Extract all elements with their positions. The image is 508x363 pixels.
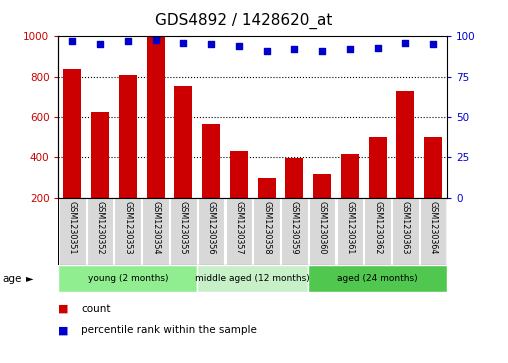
Text: young (2 months): young (2 months): [87, 274, 168, 283]
Bar: [313, 174, 331, 198]
Text: percentile rank within the sample: percentile rank within the sample: [81, 325, 257, 335]
Bar: [226, 198, 252, 265]
Bar: [197, 265, 308, 292]
Bar: [198, 198, 225, 265]
Text: GSM1230364: GSM1230364: [429, 200, 438, 254]
Text: GSM1230361: GSM1230361: [345, 200, 355, 254]
Bar: [309, 198, 335, 265]
Point: [346, 46, 354, 52]
Point: [429, 41, 437, 47]
Bar: [420, 198, 447, 265]
Point: [290, 46, 298, 52]
Point: [151, 37, 160, 42]
Text: aged (24 months): aged (24 months): [337, 274, 418, 283]
Text: middle aged (12 months): middle aged (12 months): [196, 274, 310, 283]
Point: [207, 41, 215, 47]
Bar: [258, 178, 276, 198]
Text: GSM1230356: GSM1230356: [207, 200, 215, 254]
Point: [124, 38, 132, 44]
Text: ■: ■: [58, 303, 69, 314]
Bar: [281, 198, 308, 265]
Point: [263, 48, 271, 54]
Bar: [230, 151, 248, 198]
Text: GSM1230363: GSM1230363: [401, 200, 410, 254]
Text: GSM1230362: GSM1230362: [373, 200, 382, 254]
Text: GSM1230355: GSM1230355: [179, 200, 188, 254]
Text: GDS4892 / 1428620_at: GDS4892 / 1428620_at: [155, 13, 333, 29]
Bar: [285, 159, 303, 198]
Point: [179, 40, 187, 46]
Text: GSM1230357: GSM1230357: [234, 200, 243, 254]
Text: GSM1230353: GSM1230353: [123, 200, 132, 254]
Bar: [146, 36, 165, 198]
Point: [96, 41, 104, 47]
Bar: [170, 198, 197, 265]
Point: [373, 45, 382, 50]
Bar: [119, 75, 137, 198]
Bar: [142, 198, 169, 265]
Point: [318, 48, 326, 54]
Text: GSM1230358: GSM1230358: [262, 200, 271, 254]
Text: GSM1230359: GSM1230359: [290, 200, 299, 254]
Bar: [308, 265, 447, 292]
Bar: [253, 198, 280, 265]
Text: GSM1230352: GSM1230352: [96, 200, 105, 254]
Bar: [59, 198, 86, 265]
Text: ■: ■: [58, 325, 69, 335]
Bar: [424, 137, 442, 198]
Bar: [341, 154, 359, 198]
Text: count: count: [81, 303, 111, 314]
Text: GSM1230351: GSM1230351: [68, 200, 77, 254]
Bar: [64, 69, 81, 198]
Bar: [87, 198, 113, 265]
Point: [235, 43, 243, 49]
Point: [401, 40, 409, 46]
Bar: [174, 86, 193, 198]
Bar: [202, 124, 220, 198]
Point: [68, 38, 76, 44]
Text: GSM1230354: GSM1230354: [151, 200, 160, 254]
Text: ►: ►: [26, 274, 34, 284]
Bar: [392, 198, 419, 265]
Bar: [91, 112, 109, 198]
Bar: [369, 137, 387, 198]
Bar: [396, 91, 415, 198]
Text: age: age: [3, 274, 22, 284]
Text: GSM1230360: GSM1230360: [318, 200, 327, 254]
Bar: [58, 265, 197, 292]
Bar: [364, 198, 391, 265]
Bar: [114, 198, 141, 265]
Bar: [337, 198, 363, 265]
